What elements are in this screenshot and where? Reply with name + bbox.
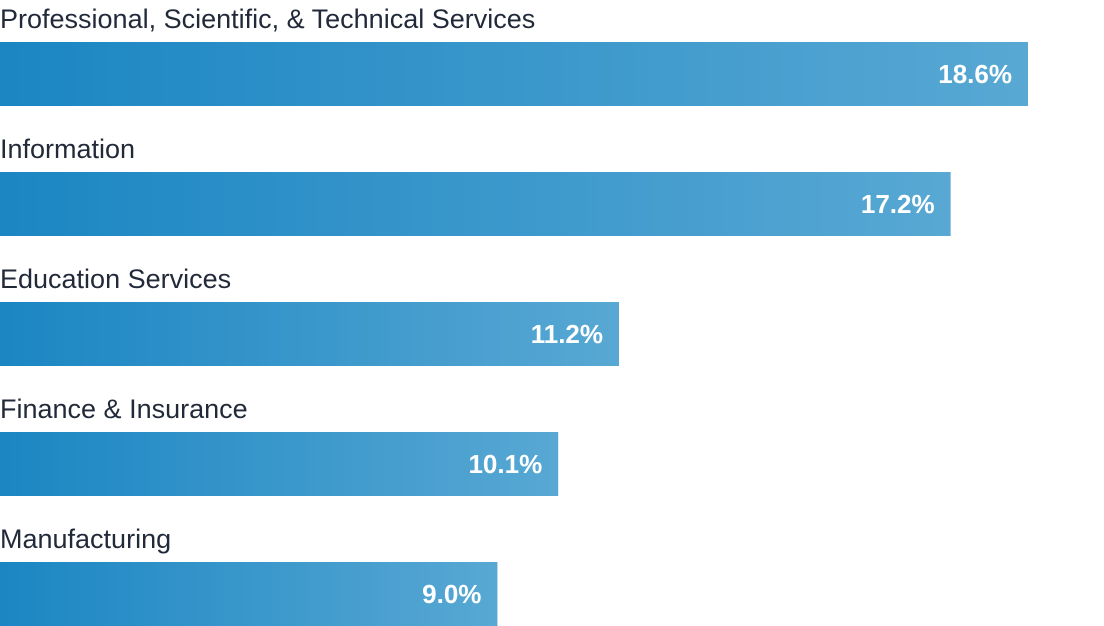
- bar: [0, 302, 620, 366]
- value-label: 10.1%: [468, 449, 542, 479]
- bar: [0, 42, 1028, 106]
- category-label: Information: [0, 134, 135, 164]
- category-label: Manufacturing: [0, 524, 171, 554]
- value-label: 18.6%: [938, 59, 1012, 89]
- bars-group: Professional, Scientific, & Technical Se…: [0, 4, 1028, 626]
- category-label: Professional, Scientific, & Technical Se…: [0, 4, 535, 34]
- bar: [0, 432, 559, 496]
- value-label: 11.2%: [531, 319, 603, 349]
- category-label: Finance & Insurance: [0, 394, 248, 424]
- bar: [0, 562, 498, 626]
- bar: [0, 172, 951, 236]
- value-label: 9.0%: [422, 579, 481, 609]
- category-label: Education Services: [0, 264, 231, 294]
- value-label: 17.2%: [861, 189, 935, 219]
